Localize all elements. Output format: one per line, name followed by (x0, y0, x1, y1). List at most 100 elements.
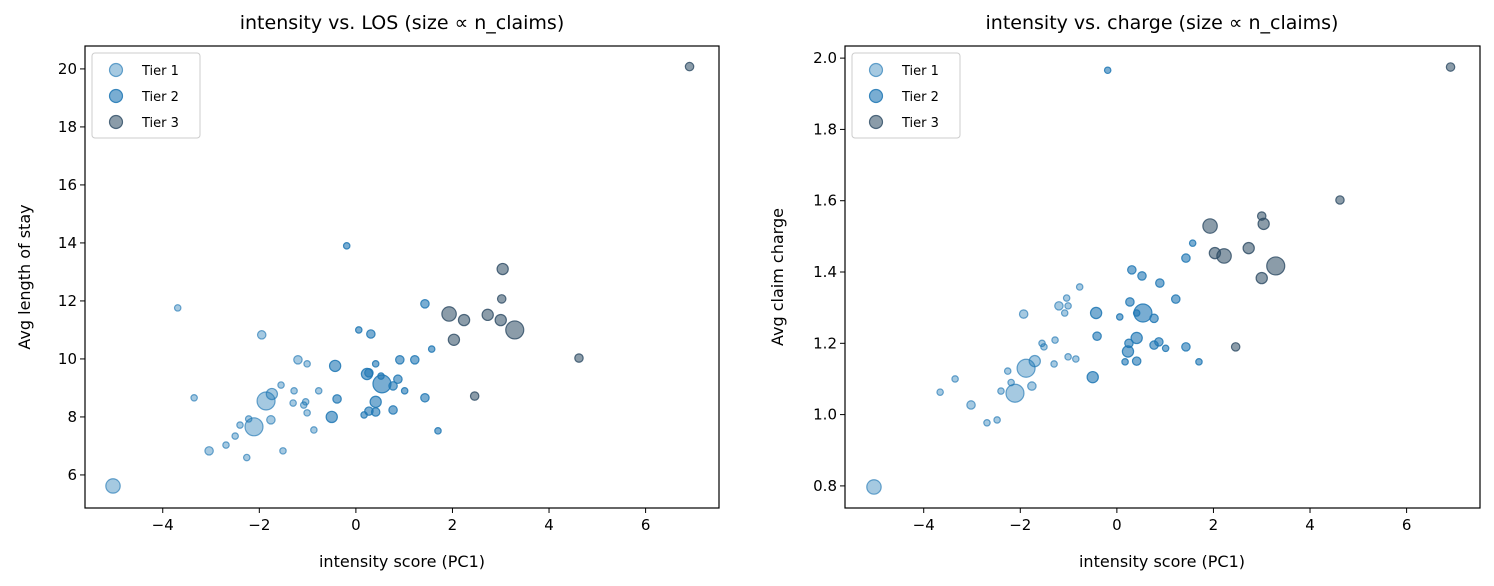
data-point-tier-1 (290, 387, 298, 395)
legend: Tier 1 Tier 2 Tier 3 (851, 52, 961, 139)
data-point-tier-3 (1257, 217, 1270, 231)
x-tick-label: 4 (1305, 516, 1315, 534)
x-tick-label: −2 (1009, 516, 1031, 534)
data-point-tier-2 (1181, 342, 1191, 352)
data-point-tier-1 (936, 388, 944, 396)
data-point-tier-2 (409, 355, 420, 365)
chart-title: intensity vs. LOS (size ∝ n_claims) (240, 12, 565, 34)
data-point-tier-3 (1255, 271, 1268, 285)
data-point-tier-1 (231, 432, 239, 440)
data-point-tier-1 (222, 441, 230, 449)
data-point-tier-2 (1188, 239, 1197, 247)
data-point-tier-3 (496, 294, 507, 304)
data-point-tier-1 (190, 393, 198, 402)
data-point-tier-3 (574, 353, 584, 363)
data-point-tier-1 (1005, 383, 1025, 403)
data-point-tier-2 (395, 355, 405, 365)
data-point-tier-2 (1132, 309, 1141, 317)
x-tick-label: 4 (544, 516, 554, 534)
x-tick-label: −2 (248, 516, 270, 534)
data-point-tier-1 (951, 375, 959, 383)
legend-marker-tier-1 (868, 62, 884, 78)
data-point-tier-2 (1130, 331, 1143, 345)
data-point-tier-2 (360, 411, 368, 419)
data-point-tier-1 (1050, 360, 1058, 368)
data-point-tier-2 (388, 381, 398, 391)
legend-label: Tier 3 (141, 116, 179, 131)
y-tick-label: 0.8 (813, 477, 837, 495)
legend-label: Tier 1 (141, 64, 179, 79)
y-tick-label: 1.0 (813, 406, 837, 424)
x-axis-label: intensity score (PC1) (1079, 552, 1245, 571)
x-tick-label: −4 (152, 516, 174, 534)
data-point-tier-1 (105, 478, 121, 494)
data-point-tier-2 (434, 427, 442, 435)
legend-marker-tier-3 (868, 114, 884, 130)
y-axis-label: Avg length of stay (15, 204, 34, 349)
data-points (866, 62, 1456, 495)
data-point-tier-1 (1027, 381, 1037, 391)
data-point-tier-2 (1131, 356, 1142, 366)
data-points (105, 61, 695, 494)
data-point-tier-1 (966, 400, 976, 410)
y-tick-label: 14 (58, 234, 77, 252)
data-point-tier-2 (1121, 358, 1129, 366)
data-point-tier-2 (364, 368, 374, 378)
data-point-tier-3 (447, 333, 461, 346)
legend-marker-tier-3 (108, 114, 124, 130)
data-point-tier-2 (388, 405, 398, 415)
data-point-tier-2 (1181, 253, 1191, 263)
data-point-tier-2 (1127, 265, 1137, 275)
data-point-tier-1 (236, 421, 244, 429)
data-point-tier-2 (1170, 294, 1181, 304)
data-point-tier-1 (1072, 355, 1080, 363)
data-point-tier-1 (256, 330, 267, 340)
chart-title: intensity vs. charge (size ∝ n_claims) (986, 12, 1339, 34)
data-point-tier-1 (279, 447, 287, 455)
data-point-tier-2 (1137, 271, 1147, 281)
y-tick-label: 18 (58, 118, 77, 136)
data-point-tier-2 (1092, 331, 1102, 341)
x-tick-label: 2 (448, 516, 458, 534)
data-point-tier-1 (1064, 353, 1072, 361)
data-point-tier-2 (400, 387, 409, 395)
data-point-tier-2 (354, 326, 363, 334)
x-tick-label: 6 (1402, 516, 1412, 534)
data-point-tier-2 (372, 374, 392, 394)
data-point-tier-1 (1040, 343, 1048, 351)
subplot-charge: intensity vs. charge (size ∝ n_claims) i… (768, 12, 1481, 571)
data-point-tier-1 (1051, 336, 1059, 344)
data-point-tier-2 (366, 329, 376, 339)
data-point-tier-2 (332, 394, 342, 404)
data-point-tier-2 (1089, 306, 1103, 320)
data-point-tier-3 (469, 391, 480, 401)
data-point-tier-1 (277, 381, 285, 389)
y-tick-label: 10 (58, 350, 77, 368)
data-point-tier-1 (1064, 302, 1072, 310)
data-point-tier-2 (1115, 313, 1124, 321)
data-point-tier-3 (1242, 241, 1255, 255)
data-point-tier-1 (993, 416, 1001, 424)
data-point-tier-2 (369, 395, 382, 409)
data-point-tier-1 (866, 479, 882, 495)
data-point-tier-2 (325, 410, 338, 424)
data-point-tier-2 (1121, 345, 1135, 358)
data-point-tier-3 (1202, 218, 1218, 234)
data-point-tier-1 (303, 409, 311, 417)
data-point-tier-3 (457, 313, 471, 327)
data-point-tier-1 (244, 417, 264, 437)
data-point-tier-1 (289, 399, 297, 407)
legend-marker-tier-1 (108, 62, 124, 78)
data-point-tier-2 (371, 360, 380, 368)
data-point-tier-2 (342, 242, 351, 250)
data-point-tier-1 (983, 419, 991, 427)
x-axis-label: intensity score (PC1) (319, 552, 485, 571)
y-tick-label: 1.4 (813, 263, 837, 281)
y-tick-label: 16 (58, 176, 77, 194)
data-point-tier-3 (441, 306, 457, 322)
y-tick-label: 2.0 (813, 49, 837, 67)
data-point-tier-1 (242, 453, 251, 462)
legend-label: Tier 1 (901, 64, 939, 79)
y-tick-label: 12 (58, 292, 77, 310)
